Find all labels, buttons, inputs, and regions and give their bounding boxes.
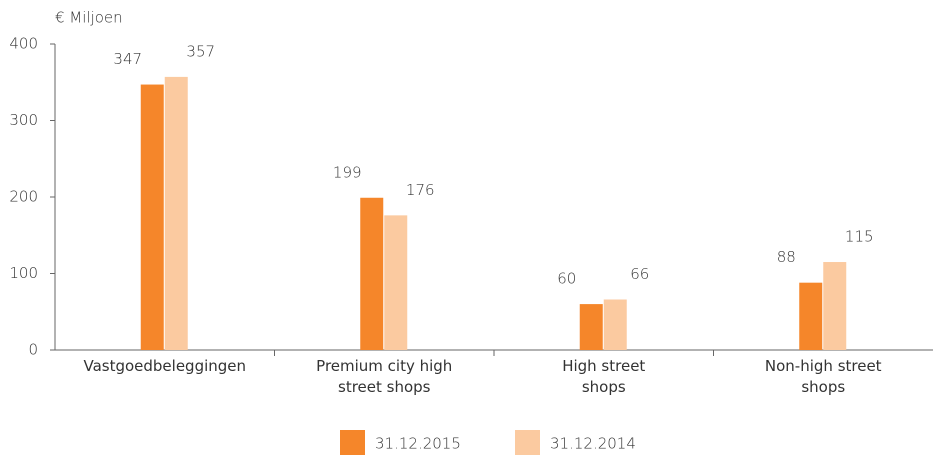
bar <box>360 197 384 350</box>
data-label: 347 <box>113 50 142 68</box>
bar <box>579 304 603 350</box>
y-axis-label: € Miljoen <box>55 9 123 27</box>
x-tick-label: High street shops <box>562 357 646 396</box>
data-label: 115 <box>845 228 874 246</box>
y-tick-label: 300 <box>9 111 38 129</box>
bar <box>384 215 408 350</box>
y-tick-label: 0 <box>28 341 38 359</box>
legend-label: 31.12.2014 <box>550 435 636 453</box>
x-tick-label: Non-high street shops <box>764 357 882 396</box>
bar <box>799 282 823 350</box>
data-label: 357 <box>186 42 215 60</box>
data-label: 88 <box>777 248 796 266</box>
y-tick-label: 400 <box>9 35 38 53</box>
x-tick-label: Vastgoedbeleggingen <box>83 357 247 375</box>
bar <box>140 84 164 351</box>
bar <box>603 299 627 350</box>
data-label: 199 <box>333 163 362 181</box>
bar <box>823 262 847 350</box>
y-tick-label: 200 <box>9 188 38 206</box>
legend-swatch <box>515 430 540 455</box>
y-tick-label: 100 <box>9 264 38 282</box>
data-label: 66 <box>630 265 649 283</box>
x-tick-label: Premium city high street shops <box>316 357 453 396</box>
legend-swatch <box>340 430 365 455</box>
data-label: 60 <box>557 270 576 288</box>
data-label: 176 <box>406 181 435 199</box>
legend-label: 31.12.2015 <box>375 435 461 453</box>
bar <box>164 76 188 351</box>
